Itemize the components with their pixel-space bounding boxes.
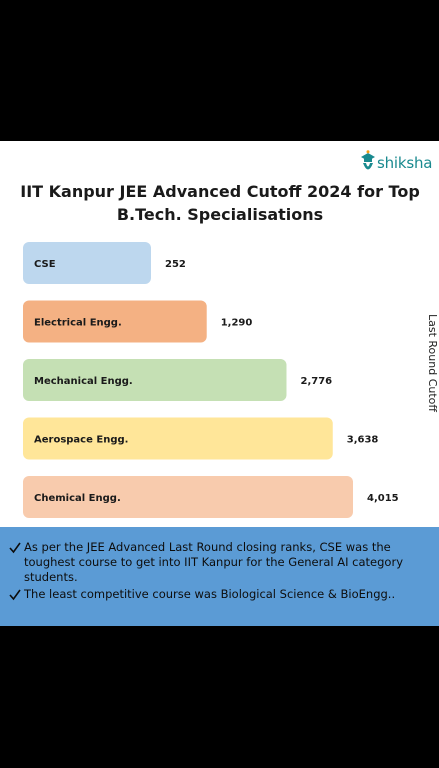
category-label: Aerospace Engg. [34,435,128,446]
chart-title: IIT Kanpur JEE Advanced Cutoff 2024 for … [20,182,420,224]
note-text: The least competitive course was Biologi… [24,587,396,601]
value-label: 4,015 [367,493,399,504]
shiksha-logo: shiksha [360,148,436,178]
bar-aerospace-engg [23,417,333,460]
value-label: 252 [165,259,186,270]
bar-chart: CSE 252 Electrical Engg. 1,290 Mechanical En… [23,242,399,518]
bar-cse [23,242,151,284]
category-label: CSE [34,259,56,270]
checkmark-icon [9,589,21,601]
category-label: Electrical Engg. [34,318,122,329]
category-label: Chemical Engg. [34,493,121,504]
value-label: 2,776 [300,376,332,387]
notes-panel: As per the JEE Advanced Last Round closi… [0,527,439,626]
graduate-icon [361,150,375,170]
bar-chemical-engg [23,476,353,518]
value-label: 1,290 [221,318,253,329]
note-item: The least competitive course was Biologi… [8,587,425,602]
value-label: 3,638 [347,435,379,446]
brand-name: shiksha [377,154,433,172]
note-text: As per the JEE Advanced Last Round closi… [24,540,403,584]
note-item: As per the JEE Advanced Last Round closi… [8,540,425,585]
category-label: Mechanical Engg. [34,376,133,387]
bar-electrical-engg [23,300,207,343]
bar-mechanical-engg [23,359,287,401]
checkmark-icon [9,542,21,554]
y-axis-label: Last Round Cutoff [426,314,439,412]
